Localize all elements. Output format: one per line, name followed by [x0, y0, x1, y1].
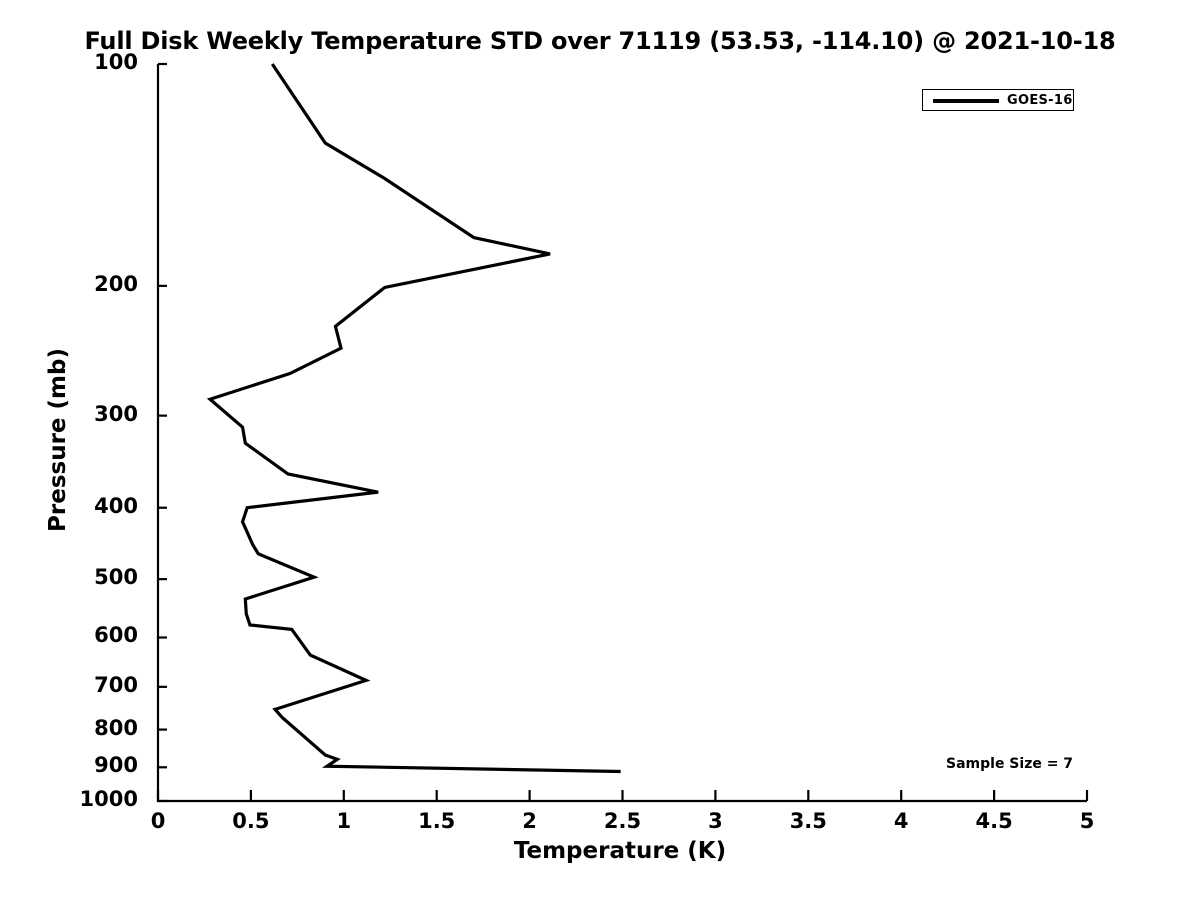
x-tick-label-0: 0	[150, 809, 166, 833]
x-tick-label-2-5: 2.5	[603, 809, 642, 833]
x-tick-label-4-5: 4.5	[975, 809, 1013, 833]
x-tick-label-2: 2	[522, 809, 537, 833]
legend[interactable]: GOES-16	[922, 89, 1074, 111]
x-tick-label-1: 1	[336, 809, 352, 833]
y-tick-label-100: 100	[94, 50, 138, 74]
y-tick-label-900: 900	[94, 753, 138, 778]
chart-title: Full Disk Weekly Temperature STD over 71…	[84, 27, 1116, 55]
x-tick-label-1-5: 1.5	[418, 809, 456, 833]
x-tick-label-0-5: 0.5	[232, 809, 270, 833]
sample-size-annotation: Sample Size = 7	[946, 756, 1074, 772]
x-tick-label-4: 4	[893, 809, 909, 833]
y-axis-title: Pressure (mb)	[45, 348, 71, 532]
x-axis-title: Temperature (K)	[513, 838, 727, 864]
axis-frame	[156, 64, 1087, 803]
series-line-goes-16	[206, 63, 621, 774]
x-tick-label-3: 3	[708, 809, 723, 833]
y-tick-label-300: 300	[94, 401, 138, 426]
y-tick-label-600: 600	[94, 623, 138, 648]
x-tick-label-3-5: 3.5	[789, 809, 827, 833]
y-tick-label-800: 800	[94, 715, 138, 740]
y-tick-label-700: 700	[94, 672, 138, 697]
legend-line-swatch	[933, 99, 999, 103]
y-tick-label-200: 200	[94, 271, 138, 296]
y-tick-label-1000: 1000	[79, 787, 138, 811]
y-tick-label-400: 400	[94, 493, 138, 518]
x-tick-label-5: 5	[1079, 809, 1095, 833]
legend-label-goes-16: GOES-16	[1007, 93, 1073, 108]
y-tick-label-500: 500	[94, 565, 138, 590]
